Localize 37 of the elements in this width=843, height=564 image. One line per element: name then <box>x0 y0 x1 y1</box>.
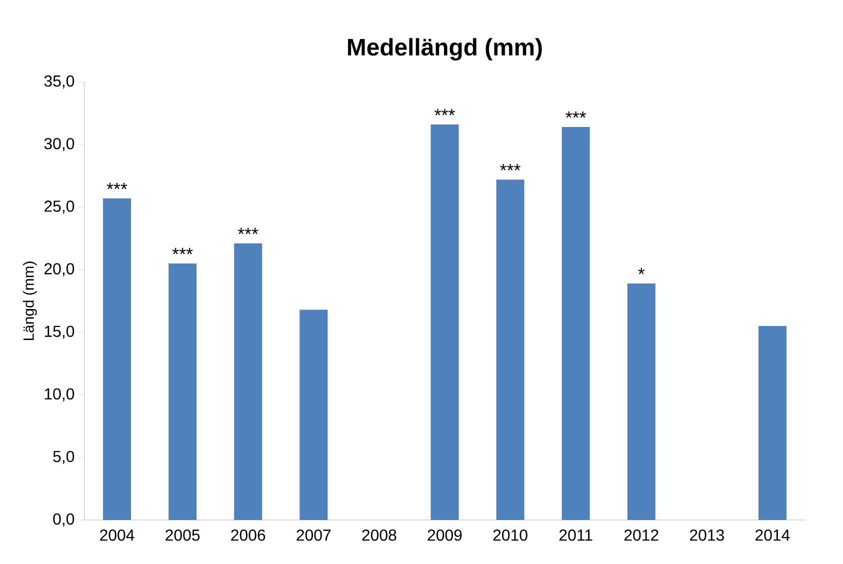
y-axis-title: Längd (mm) <box>22 262 37 340</box>
annotation: *** <box>434 108 455 116</box>
annotation: *** <box>500 164 520 170</box>
bar <box>562 127 590 520</box>
y-tick-label: 15,0 <box>44 326 74 339</box>
bar <box>430 124 459 520</box>
y-tick-label: 10,0 <box>44 388 74 402</box>
bar <box>168 263 197 520</box>
bar <box>300 310 328 520</box>
annotation: *** <box>238 228 258 234</box>
annotation: *** <box>172 248 193 254</box>
bar <box>496 180 524 520</box>
annotation: *** <box>566 111 586 118</box>
bar <box>627 283 656 520</box>
bar <box>234 243 262 520</box>
bar <box>758 326 786 520</box>
x-tick-label: 2014 <box>756 530 790 541</box>
y-tick-label: 0,0 <box>53 513 74 527</box>
x-tick-label: 2013 <box>690 530 724 541</box>
y-tick-label: 20,0 <box>44 263 74 276</box>
x-tick-label: 2006 <box>231 530 266 541</box>
chart-title: Medellängd (mm) <box>348 38 542 60</box>
y-tick-label: 35,0 <box>44 75 74 89</box>
annotation: *** <box>106 182 128 190</box>
y-tick-label: 30,0 <box>44 138 74 152</box>
y-tick-label: 5,0 <box>53 450 74 464</box>
x-tick-label: 2008 <box>362 530 396 541</box>
x-tick-label: 2011 <box>559 530 592 541</box>
x-tick-label: 2005 <box>166 530 200 541</box>
annotation: * <box>638 268 645 274</box>
bar <box>103 198 132 520</box>
x-tick-label: 2009 <box>428 530 462 541</box>
x-tick-label: 2004 <box>100 530 134 541</box>
x-tick-label: 2007 <box>296 530 331 541</box>
x-tick-label: 2012 <box>624 530 658 541</box>
x-tick-label: 2010 <box>493 530 528 541</box>
y-tick-label: 25,0 <box>44 200 74 214</box>
